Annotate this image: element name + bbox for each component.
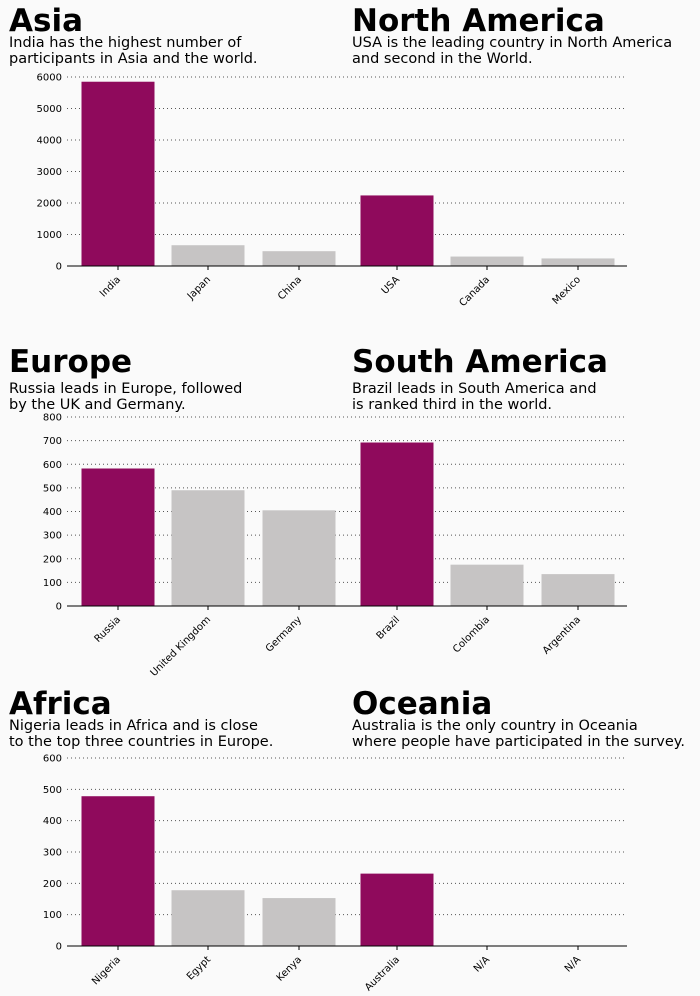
y-tick-label: 100 — [43, 910, 62, 921]
y-tick-label: 300 — [43, 531, 62, 542]
y-tick-label: 1000 — [37, 230, 62, 241]
x-tick-label: N/A — [563, 954, 583, 974]
bar — [541, 574, 615, 606]
panel-subtitle-africa: Nigeria leads in Africa and is close to … — [9, 718, 274, 750]
y-tick-label: 800 — [43, 413, 62, 424]
y-tick-label: 500 — [43, 785, 62, 796]
y-tick-label: 300 — [43, 848, 62, 859]
panel-subtitle-asia: India has the highest number of particip… — [9, 35, 258, 67]
bar — [171, 245, 245, 266]
bar — [360, 873, 434, 946]
y-tick-label: 3000 — [37, 167, 62, 178]
bar — [262, 251, 336, 266]
bar — [450, 564, 524, 606]
panel-title-oceania: Oceania — [352, 686, 493, 722]
y-tick-label: 0 — [56, 262, 62, 273]
panel-title-africa: Africa — [9, 686, 112, 722]
bar — [262, 898, 336, 946]
x-tick-label: Egypt — [185, 954, 213, 982]
x-tick-label: Kenya — [275, 954, 304, 983]
bar — [81, 796, 155, 946]
bar — [171, 490, 245, 606]
y-tick-label: 2000 — [37, 199, 62, 210]
y-tick-label: 200 — [43, 554, 62, 565]
panel-subtitle-europe: Russia leads in Europe, followed by the … — [9, 381, 243, 413]
bar — [360, 195, 434, 266]
y-tick-label: 5000 — [37, 104, 62, 115]
y-tick-label: 6000 — [37, 73, 62, 84]
y-tick-label: 400 — [43, 816, 62, 827]
panel-subtitle-oceania: Australia is the only country in Oceania… — [352, 718, 685, 750]
panel-title-asia: Asia — [9, 3, 83, 39]
y-tick-label: 600 — [43, 460, 62, 471]
bar — [360, 442, 434, 606]
y-tick-label: 100 — [43, 578, 62, 589]
bar — [262, 510, 336, 606]
y-tick-label: 4000 — [37, 136, 62, 147]
panel-title-europe: Europe — [9, 344, 133, 380]
y-tick-label: 400 — [43, 507, 62, 518]
bar — [81, 81, 155, 266]
panel-title-north-america: North America — [352, 3, 605, 39]
x-tick-label: Nigeria — [90, 954, 123, 987]
panel-subtitle-south-america: Brazil leads in South America and is ran… — [352, 381, 597, 413]
x-tick-label: Australia — [363, 954, 402, 993]
y-tick-label: 500 — [43, 483, 62, 494]
x-tick-label: N/A — [472, 954, 492, 974]
bar — [450, 256, 524, 266]
panel-title-south-america: South America — [352, 344, 608, 380]
y-tick-label: 0 — [56, 602, 62, 613]
y-tick-label: 700 — [43, 436, 62, 447]
bar — [81, 468, 155, 606]
y-tick-label: 0 — [56, 942, 62, 953]
bar — [171, 890, 245, 946]
y-tick-label: 600 — [43, 754, 62, 765]
bar — [541, 258, 615, 266]
panel-subtitle-north-america: USA is the leading country in North Amer… — [352, 35, 673, 67]
y-tick-label: 200 — [43, 879, 62, 890]
